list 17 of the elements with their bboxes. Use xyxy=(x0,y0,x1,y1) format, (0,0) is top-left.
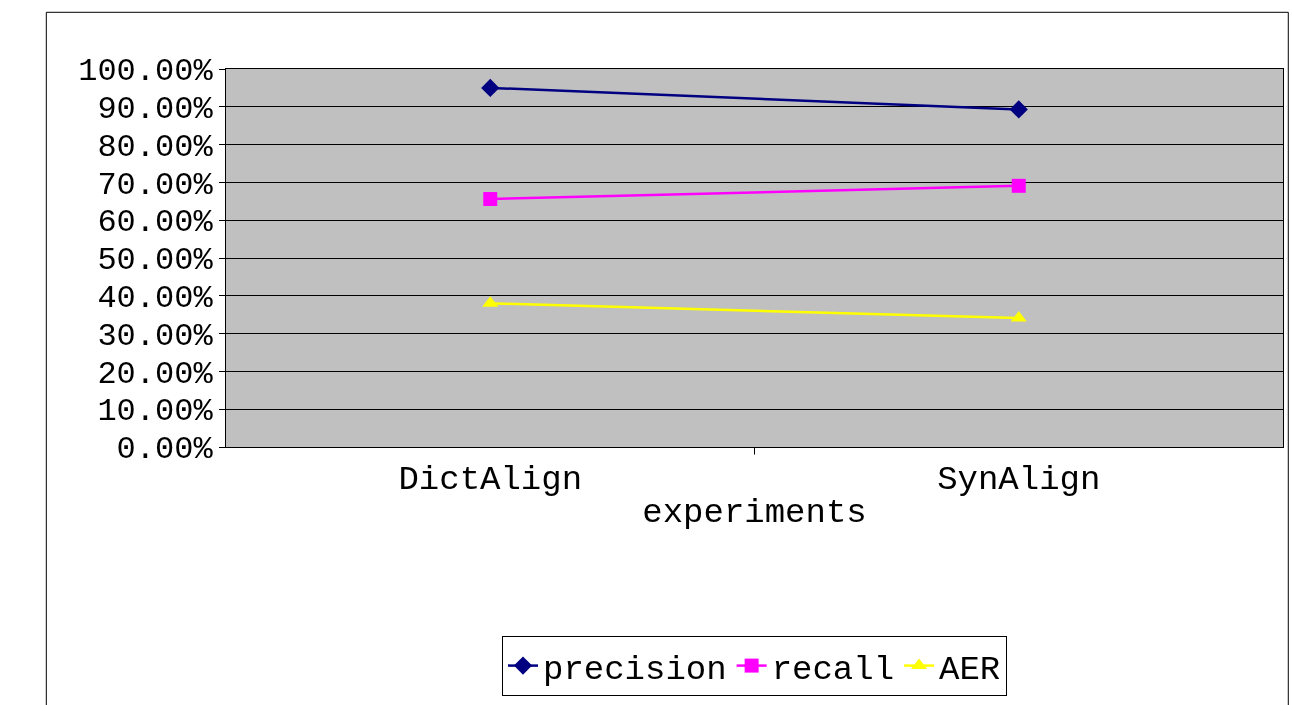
y-tick-label: 50.00% xyxy=(97,242,214,280)
x-tick-label: SynAlign xyxy=(937,460,1101,499)
legend-label: precision xyxy=(543,650,727,689)
y-tick-label: 70.00% xyxy=(97,166,214,204)
legend-label: recall xyxy=(771,650,895,689)
y-tick-label: 60.00% xyxy=(97,204,214,242)
y-tick-label: 80.00% xyxy=(97,128,214,166)
y-tick-label: 90.00% xyxy=(97,91,214,128)
y-tick-label: 0.00% xyxy=(116,431,214,469)
x-axis-title: experiments xyxy=(642,494,867,533)
y-tick-label: 30.00% xyxy=(97,317,214,355)
y-tick-label: 40.00% xyxy=(97,280,214,317)
legend-label: AER xyxy=(939,650,1001,689)
x-tick-label: DictAlign xyxy=(398,460,583,499)
y-tick-label: 20.00% xyxy=(97,355,214,393)
y-tick-label: 100.00% xyxy=(78,53,214,91)
y-tick-label: 10.00% xyxy=(97,393,214,431)
